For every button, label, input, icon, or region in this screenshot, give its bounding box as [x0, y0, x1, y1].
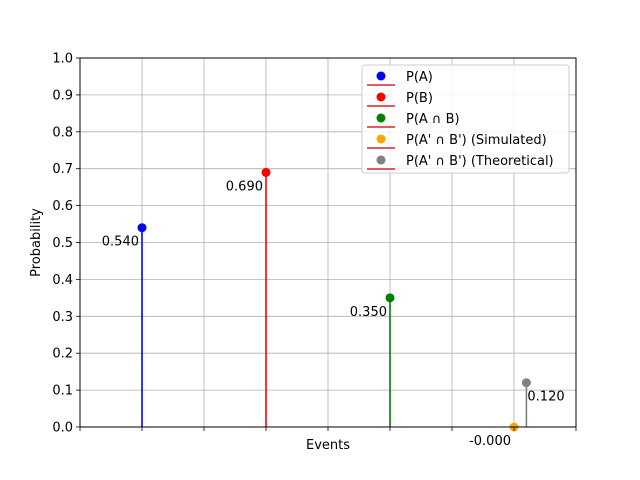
stems [137, 167, 531, 432]
legend-label: P(A' ∩ B') (Simulated) [406, 133, 547, 148]
y-tick-label: 0.5 [52, 236, 73, 251]
y-tick-label: 0.2 [52, 347, 73, 362]
y-tick-label: 0.6 [52, 199, 73, 214]
legend-box [361, 64, 570, 174]
legend-marker [376, 155, 386, 165]
legend-label: P(A ∩ B) [406, 112, 460, 127]
legend-marker [376, 92, 386, 102]
legend-marker [376, 71, 386, 81]
data-label: -0.000 [469, 434, 511, 449]
y-tick-label: 1.0 [52, 52, 73, 67]
y-tick-label: 0.7 [52, 162, 73, 177]
data-label: 0.120 [527, 390, 564, 405]
y-tick-label: 0.4 [52, 273, 73, 288]
legend-label: P(B) [406, 91, 433, 106]
stem-marker [521, 378, 531, 388]
stem-marker [385, 293, 395, 303]
stem-marker [261, 167, 271, 177]
y-tick-label: 0.1 [52, 384, 73, 399]
data-labels: 0.540 0.690 0.350 -0.000 0.120 [102, 179, 565, 449]
legend-label: P(A' ∩ B') (Theoretical) [406, 154, 554, 169]
stem-marker [137, 223, 147, 233]
y-tick-label: 0.9 [52, 88, 73, 103]
legend: P(A) P(B) P(A ∩ B) P(A' ∩ B') (Simulated) P(… [361, 64, 570, 174]
legend-label: P(A) [406, 70, 433, 85]
y-tick-label: 0.0 [52, 421, 73, 436]
y-tick-label: 0.3 [52, 310, 73, 325]
y-tick-label: 0.8 [52, 125, 73, 140]
data-label: 0.350 [350, 305, 387, 320]
legend-marker [376, 113, 386, 123]
data-label: 0.690 [226, 179, 263, 194]
data-label: 0.540 [102, 235, 139, 250]
y-axis-label: Probability [29, 208, 44, 277]
x-axis-ticks [79, 427, 577, 431]
x-axis-label: Events [306, 438, 350, 453]
legend-marker [376, 134, 386, 144]
y-axis-ticks: 0.0 0.1 0.2 0.3 0.4 0.5 0.6 0.7 0.8 0.9 1.0 [52, 52, 80, 436]
